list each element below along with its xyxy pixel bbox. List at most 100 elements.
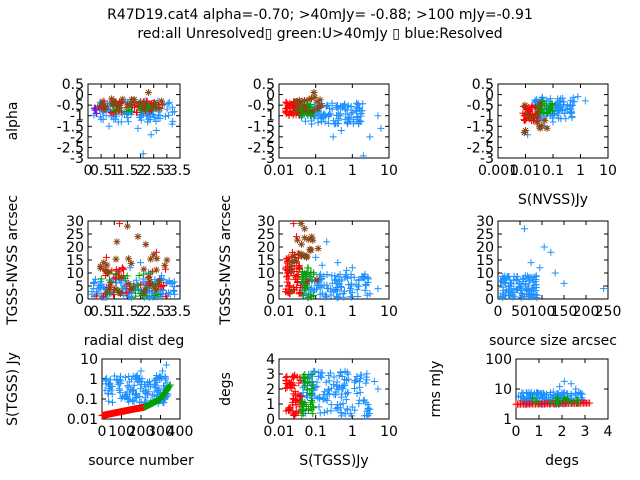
x-tick-label: 2 [136,304,145,320]
x-tick-label: 3.5 [169,163,191,179]
data-point-blue [318,373,326,381]
data-point-blue [336,401,344,409]
data-point-blue [355,400,363,408]
data-point-green [300,382,308,390]
y-tick-label: 5 [266,279,275,295]
data-point-blue [348,412,356,420]
data-point-blue [301,117,309,125]
data-point-blue [137,367,145,375]
data-point-brown [305,96,313,104]
data-point-brown [520,129,528,137]
data-point-red [292,407,300,415]
data-point-blue [331,272,339,280]
data-point-brown [150,103,158,111]
data-point-brown [96,262,104,270]
data-point-blue [99,115,107,123]
data-point-blue [520,395,528,403]
data-point-blue [171,290,179,298]
data-point-brown [288,258,296,266]
data-point-blue [101,386,109,394]
y-tick-label: 10 [494,382,512,398]
data-point-brown [303,277,311,285]
data-point-blue [324,112,332,120]
y-axis-label: degs [218,372,234,406]
data-point-brown [128,285,136,293]
data-point-brown [293,98,301,106]
data-point-blue [151,113,159,121]
data-point-blue [359,274,367,282]
data-point-blue [575,388,583,396]
data-point-blue [536,264,544,272]
y-tick-label: 0 [266,292,275,308]
data-point-blue [332,276,340,284]
data-point-brown [142,240,150,248]
data-point-brown [152,104,160,112]
data-point-red [288,373,296,381]
data-point-blue [550,110,558,118]
data-point-brown [155,277,163,285]
data-point-blue [336,270,344,278]
data-point-green [299,405,307,413]
data-point-red [282,265,290,273]
x-tick-label: 1 [535,424,544,440]
data-point-blue [311,286,319,294]
data-point-blue [144,391,152,399]
data-point-blue [340,380,348,388]
data-point-blue [320,409,328,417]
data-point-blue [313,378,321,386]
data-point-blue [323,407,331,415]
data-point-blue [315,393,323,401]
data-point-blue [106,376,114,384]
data-point-brown [127,259,135,267]
data-point-red [289,401,297,409]
data-point-green [304,293,312,301]
data-point-blue [332,286,340,294]
y-tick-label: -0.5 [57,98,84,114]
data-point-blue [324,101,332,109]
data-point-brown [108,95,116,103]
data-point-blue [147,131,155,139]
data-point-blue [348,282,356,290]
y-tick-label: 4 [266,352,275,368]
data-point-blue [98,293,106,301]
data-point-blue [144,379,152,387]
data-point-blue [532,291,540,299]
data-point-green [545,106,553,114]
data-point-blue [119,393,127,401]
data-point-blue [546,388,554,396]
x-axis-label: radial dist deg [84,333,184,349]
data-point-blue [327,288,335,296]
data-point-green [304,406,312,414]
y-tick-label: 20 [476,240,494,256]
data-point-blue [94,285,102,293]
data-point-blue [506,276,514,284]
data-point-blue [90,278,98,286]
data-point-brown [541,116,549,124]
data-point-red [283,273,291,281]
data-point-blue [98,280,106,288]
x-tick-label: 1 [348,163,357,179]
data-point-brown [134,233,142,241]
data-point-brown [304,235,312,243]
data-point-blue [353,113,361,121]
data-point-green [132,292,140,300]
data-point-blue [132,276,140,284]
y-tick-label: -1.5 [57,119,84,135]
data-point-blue [567,380,575,388]
data-point-brown [106,281,114,289]
data-point-blue [531,96,539,104]
data-point-blue [344,389,352,397]
data-point-blue [115,385,123,393]
data-point-green [309,403,317,411]
data-point-blue [511,293,519,301]
data-point-blue [323,284,331,292]
x-tick-label: 0.1 [305,424,327,440]
data-point-brown [316,96,324,104]
data-point-red [285,380,293,388]
data-point-brown [161,261,169,269]
x-axis-label: S(NVSS)Jy [518,192,588,208]
data-point-blue [129,387,137,395]
data-point-blue [357,371,365,379]
